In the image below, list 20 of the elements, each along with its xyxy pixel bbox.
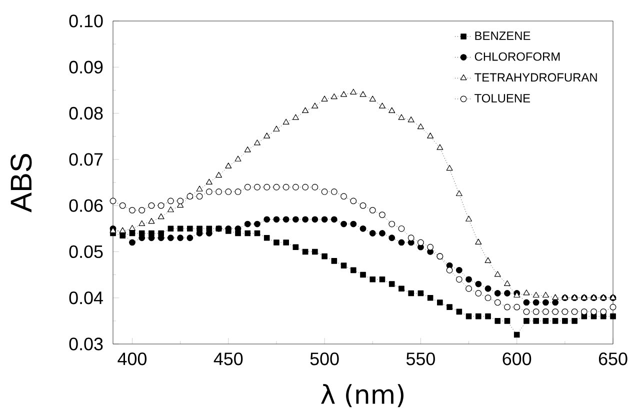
x-tick-label: 400 <box>118 352 146 366</box>
x-tick-label: 550 <box>406 352 435 366</box>
legend-label: TETRAHYDROFURAN <box>474 73 597 82</box>
legend-label: TOLUENE <box>474 94 530 102</box>
x-axis-title: λ (nm) <box>321 384 404 408</box>
y-tick-label: 0.03 <box>69 338 103 350</box>
legend-label: BENZENE <box>475 32 530 40</box>
x-tick-label: 650 <box>598 352 628 366</box>
y-tick-label: 0.06 <box>69 199 103 212</box>
y-tick-label: 0.07 <box>69 153 103 166</box>
y-axis-title: ABS <box>10 154 32 212</box>
y-tick-label: 0.10 <box>69 14 103 28</box>
x-tick-label: 500 <box>310 352 339 366</box>
x-tick-label: 600 <box>502 352 532 366</box>
legend-label: CHLOROFORM <box>474 52 560 61</box>
y-tick-label: 0.04 <box>69 292 103 304</box>
y-tick-label: 0.09 <box>69 60 103 74</box>
x-tick-label: 450 <box>214 352 243 366</box>
y-tick-label: 0.08 <box>69 106 103 120</box>
y-tick-label: 0.05 <box>69 245 103 258</box>
